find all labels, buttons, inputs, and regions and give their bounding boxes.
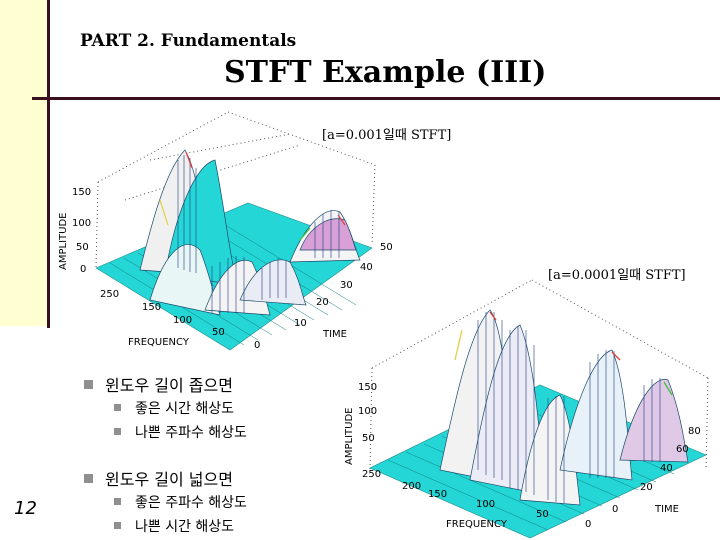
plot1-amplitude-label: AMPLITUDE	[58, 213, 69, 270]
plot1-time-label: TIME	[322, 329, 347, 340]
plot2-frame	[369, 279, 709, 471]
sub-bullet-item: 나쁜 시간 해상도	[114, 516, 234, 536]
plot1-ridges	[139, 149, 361, 316]
plot1-time-tick: 50	[380, 242, 393, 253]
sub-bullet-item: 좋은 시간 해상도	[114, 398, 234, 418]
bullet-text: 윈도우 길이 좁으면	[105, 376, 233, 395]
plot2-freq-tick: 250	[362, 469, 381, 480]
bullet-square-icon	[114, 497, 121, 505]
plot1-freq-tick: 100	[173, 315, 192, 326]
left-accent-bar	[0, 0, 49, 326]
plot1-freq-tick: 250	[100, 289, 119, 300]
plot2-time-tick: 0	[612, 504, 618, 515]
plot2-time-tick: 80	[688, 426, 701, 437]
plot1-color-accents	[159, 151, 346, 241]
bullet-item: 윈도우 길이 좁으면	[84, 372, 233, 396]
plot2-freq-tick: 50	[536, 509, 549, 520]
plot2-freq-tick: 150	[428, 489, 447, 500]
sub-bullet-text: 나쁜 주파수 해상도	[135, 425, 247, 441]
plot1-z-tick: 100	[72, 218, 91, 229]
plot2-time-label: TIME	[654, 504, 679, 515]
plot1-caption: [a=0.001일때 STFT]	[322, 128, 452, 143]
sub-bullet-text: 나쁜 시간 해상도	[135, 519, 235, 535]
bullet-square-icon	[114, 427, 121, 435]
plot2-caption: [a=0.0001일때 STFT]	[548, 268, 686, 283]
bullet-square-icon	[114, 521, 121, 529]
page-number: 12	[14, 498, 37, 519]
bullet-text: 윈도우 길이 넓으면	[105, 470, 233, 489]
left-accent-line	[47, 0, 50, 328]
header-rule	[32, 97, 720, 100]
plot2-freq-tick: 100	[476, 499, 495, 510]
plot1-freq-tick: 50	[212, 327, 225, 338]
plot2-time-tick: 60	[676, 444, 689, 455]
part-heading: PART 2. Fundamentals	[80, 31, 297, 51]
bullet-square-icon	[84, 380, 93, 389]
plot2-amplitude-label: AMPLITUDE	[344, 408, 355, 465]
plot2-time-tick: 20	[640, 482, 653, 493]
plot2-z-tick: 100	[358, 406, 377, 417]
bullet-item: 윈도우 길이 넓으면	[84, 466, 233, 490]
plot2-z-tick: 150	[358, 382, 377, 393]
plot1-z-tick: 50	[76, 242, 89, 253]
sub-bullet-text: 좋은 주파수 해상도	[135, 495, 247, 511]
plot1-time-tick: 20	[316, 297, 329, 308]
sub-bullet-item: 좋은 주파수 해상도	[114, 492, 247, 512]
plot1-freq-tick: 150	[142, 302, 161, 313]
slide-title: STFT Example (III)	[224, 55, 547, 90]
plot2-ridge-stripes	[477, 312, 661, 503]
sub-bullet-item: 나쁜 주파수 해상도	[114, 422, 247, 442]
plot1-frequency-label: FREQUENCY	[128, 337, 190, 348]
plot1-ridge-stripes	[177, 155, 340, 313]
bullet-square-icon	[114, 403, 121, 411]
plot1-freq-tick: 0	[254, 340, 260, 351]
plot2-color-accents	[454, 311, 673, 396]
plot1-z-tick: 0	[80, 264, 86, 275]
plot1-time-tick: 40	[360, 262, 373, 273]
plot2-freq-tick: 200	[402, 481, 421, 492]
sub-bullet-text: 좋은 시간 해상도	[135, 401, 235, 417]
plot2-time-tick: 40	[660, 463, 673, 474]
plot2-frequency-label: FREQUENCY	[446, 519, 508, 530]
plot1-z-tick: 150	[72, 187, 91, 198]
plot1-time-tick: 10	[294, 318, 307, 329]
bullet-square-icon	[84, 474, 93, 483]
plot2-z-tick: 50	[362, 433, 375, 444]
plot1-frame	[95, 111, 376, 269]
plot2-freq-tick: 0	[585, 519, 591, 530]
plot1-time-tick: 30	[340, 280, 353, 291]
